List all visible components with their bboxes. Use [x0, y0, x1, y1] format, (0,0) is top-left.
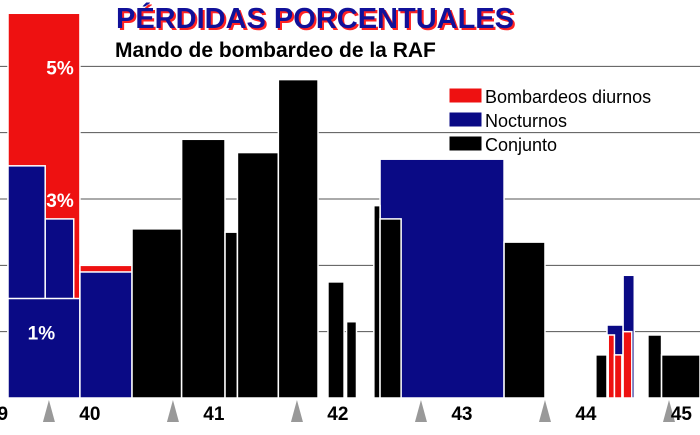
x-tick-label: 41: [203, 404, 225, 425]
legend-swatch: [448, 87, 483, 104]
chart-subtitle: Mando de bombardeo de la RAF: [115, 39, 436, 62]
y-tick-label: 5%: [46, 58, 74, 79]
bar: [79, 271, 133, 399]
bar: [613, 354, 623, 399]
legend-label: Bombardeos diurnos: [485, 87, 651, 107]
legend-swatch: [448, 135, 483, 152]
x-tick-label: 45: [671, 404, 693, 425]
bar: [622, 330, 633, 399]
year-marker-icon: [662, 400, 675, 422]
bar: [607, 334, 616, 399]
bar: [277, 78, 319, 399]
bar: [236, 151, 280, 399]
bar: [7, 297, 81, 399]
bar: [660, 354, 700, 399]
bars: [7, 12, 700, 399]
bar: [647, 334, 663, 399]
bar: [379, 218, 402, 399]
bar: [345, 320, 358, 399]
year-marker-icon: [42, 400, 55, 422]
y-tick-label: 1%: [28, 324, 56, 345]
legend-label: Conjunto: [485, 135, 557, 155]
x-tick-label: 42: [327, 404, 348, 425]
bar: [224, 231, 239, 399]
bar: [503, 241, 546, 399]
x-axis: 1939 40 41 42 43 44 45: [0, 400, 692, 425]
year-marker-icon: [414, 400, 427, 422]
annotations: 5% 3% 1%: [28, 58, 74, 344]
legend-label: Nocturnos: [485, 111, 567, 131]
x-tick-label: 40: [79, 404, 100, 425]
bar: [595, 354, 608, 399]
y-tick-label: 3%: [46, 191, 74, 212]
legend-swatch: [448, 111, 483, 128]
year-marker-icon: [290, 400, 303, 422]
chart-title: PÉRDIDAS PORCENTUALES: [118, 3, 516, 37]
bar: [180, 138, 226, 399]
chart-title-shadow: PÉRDIDAS PORCENTUALES: [116, 1, 514, 35]
legend: Bombardeos diurnos Nocturnos Conjunto: [448, 87, 651, 155]
bar: [373, 204, 381, 399]
x-tick-label: 43: [451, 404, 472, 425]
year-marker-icon: [166, 400, 179, 422]
x-tick-label: 44: [575, 404, 597, 425]
bar: [327, 281, 345, 399]
x-tick-label: 1939: [0, 404, 8, 425]
bar: [131, 228, 183, 399]
year-marker-icon: [538, 400, 551, 422]
